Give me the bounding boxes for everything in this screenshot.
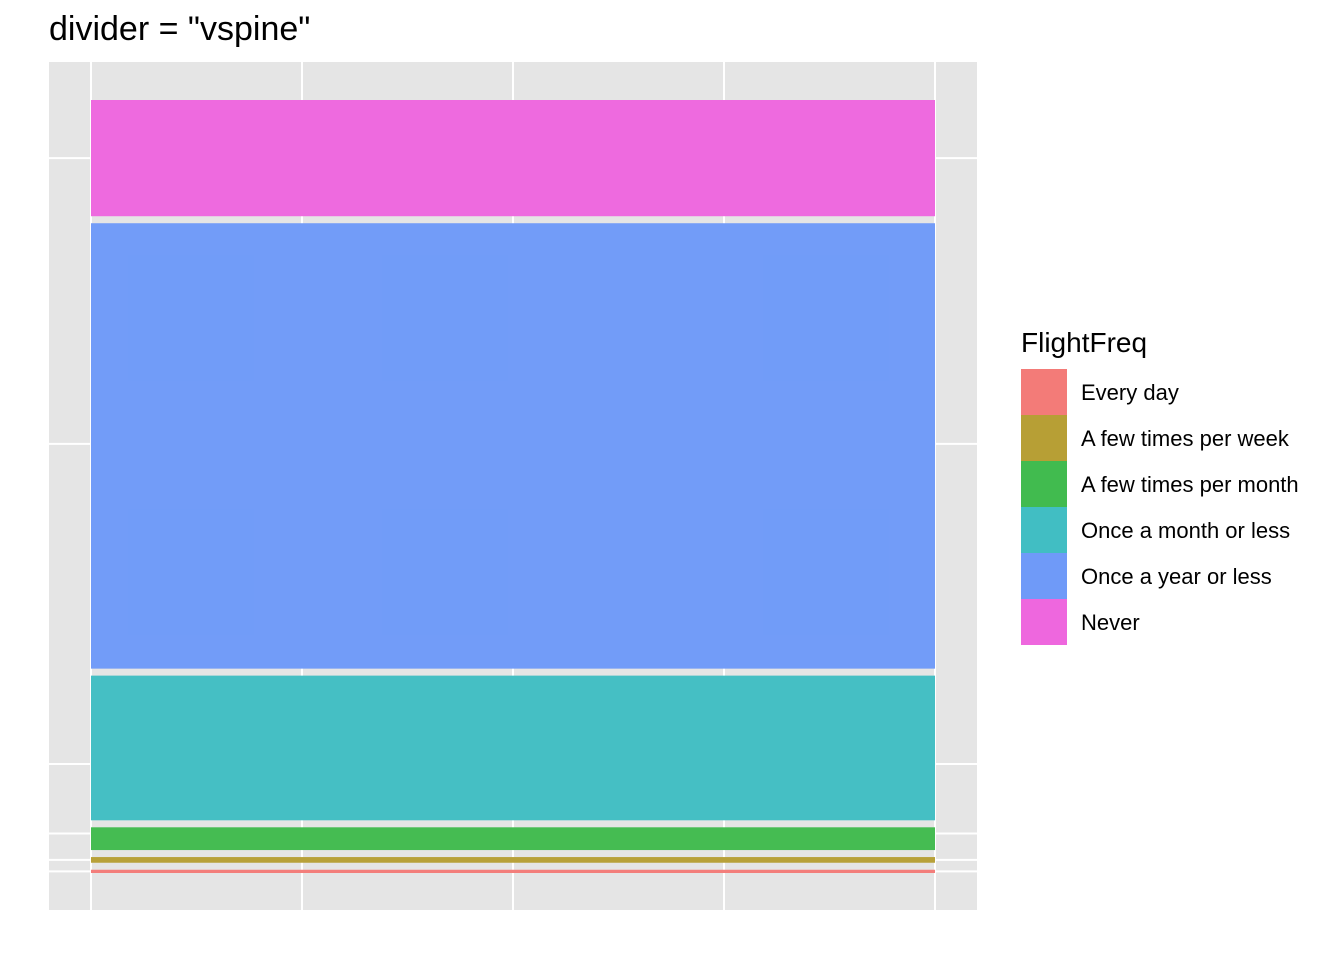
legend-items: Every day A few times per week A few times… [1021,369,1299,645]
bar-once-a-year-or-less [91,223,935,669]
legend-label: A few times per month [1081,472,1299,497]
legend-label: Once a month or less [1081,518,1290,543]
bar-never [91,100,935,217]
bar-every-day [91,869,935,873]
bar-a-few-times-per-month [91,827,935,851]
legend-swatch [1021,461,1067,507]
legend: FlightFreq Every day A few times per week… [1021,327,1299,645]
legend-swatch [1021,369,1067,415]
legend-swatch [1021,415,1067,461]
legend-swatch [1021,599,1067,645]
bar-once-a-month-or-less [91,675,935,821]
legend-title: FlightFreq [1021,327,1147,358]
legend-swatch [1021,507,1067,553]
bars [91,100,935,873]
chart-title: divider = "vspine" [49,10,310,48]
legend-label: Every day [1081,380,1179,405]
plot-panel [49,62,977,910]
legend-label: Never [1081,610,1140,635]
legend-swatch [1021,553,1067,599]
legend-label: Once a year or less [1081,564,1272,589]
legend-label: A few times per week [1081,426,1290,451]
bar-a-few-times-per-week [91,857,935,863]
